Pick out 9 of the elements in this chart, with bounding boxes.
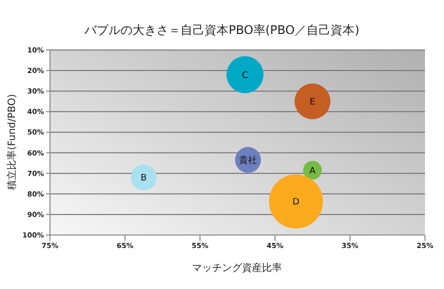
series-label: E bbox=[310, 98, 316, 108]
series-label: D bbox=[292, 198, 300, 208]
y-axis-title: 積立比率(Fund/PBO) bbox=[6, 94, 19, 190]
series-label: A bbox=[309, 166, 316, 176]
series-label: 貴社 bbox=[239, 155, 257, 166]
x-axis-title: マッチング資産比率 bbox=[191, 262, 283, 275]
series-label: C bbox=[242, 70, 248, 81]
series-label: B bbox=[140, 174, 147, 184]
chart-title: バブルの大きさ＝自己資本PBO率(PBO／自己資本) bbox=[84, 22, 360, 39]
